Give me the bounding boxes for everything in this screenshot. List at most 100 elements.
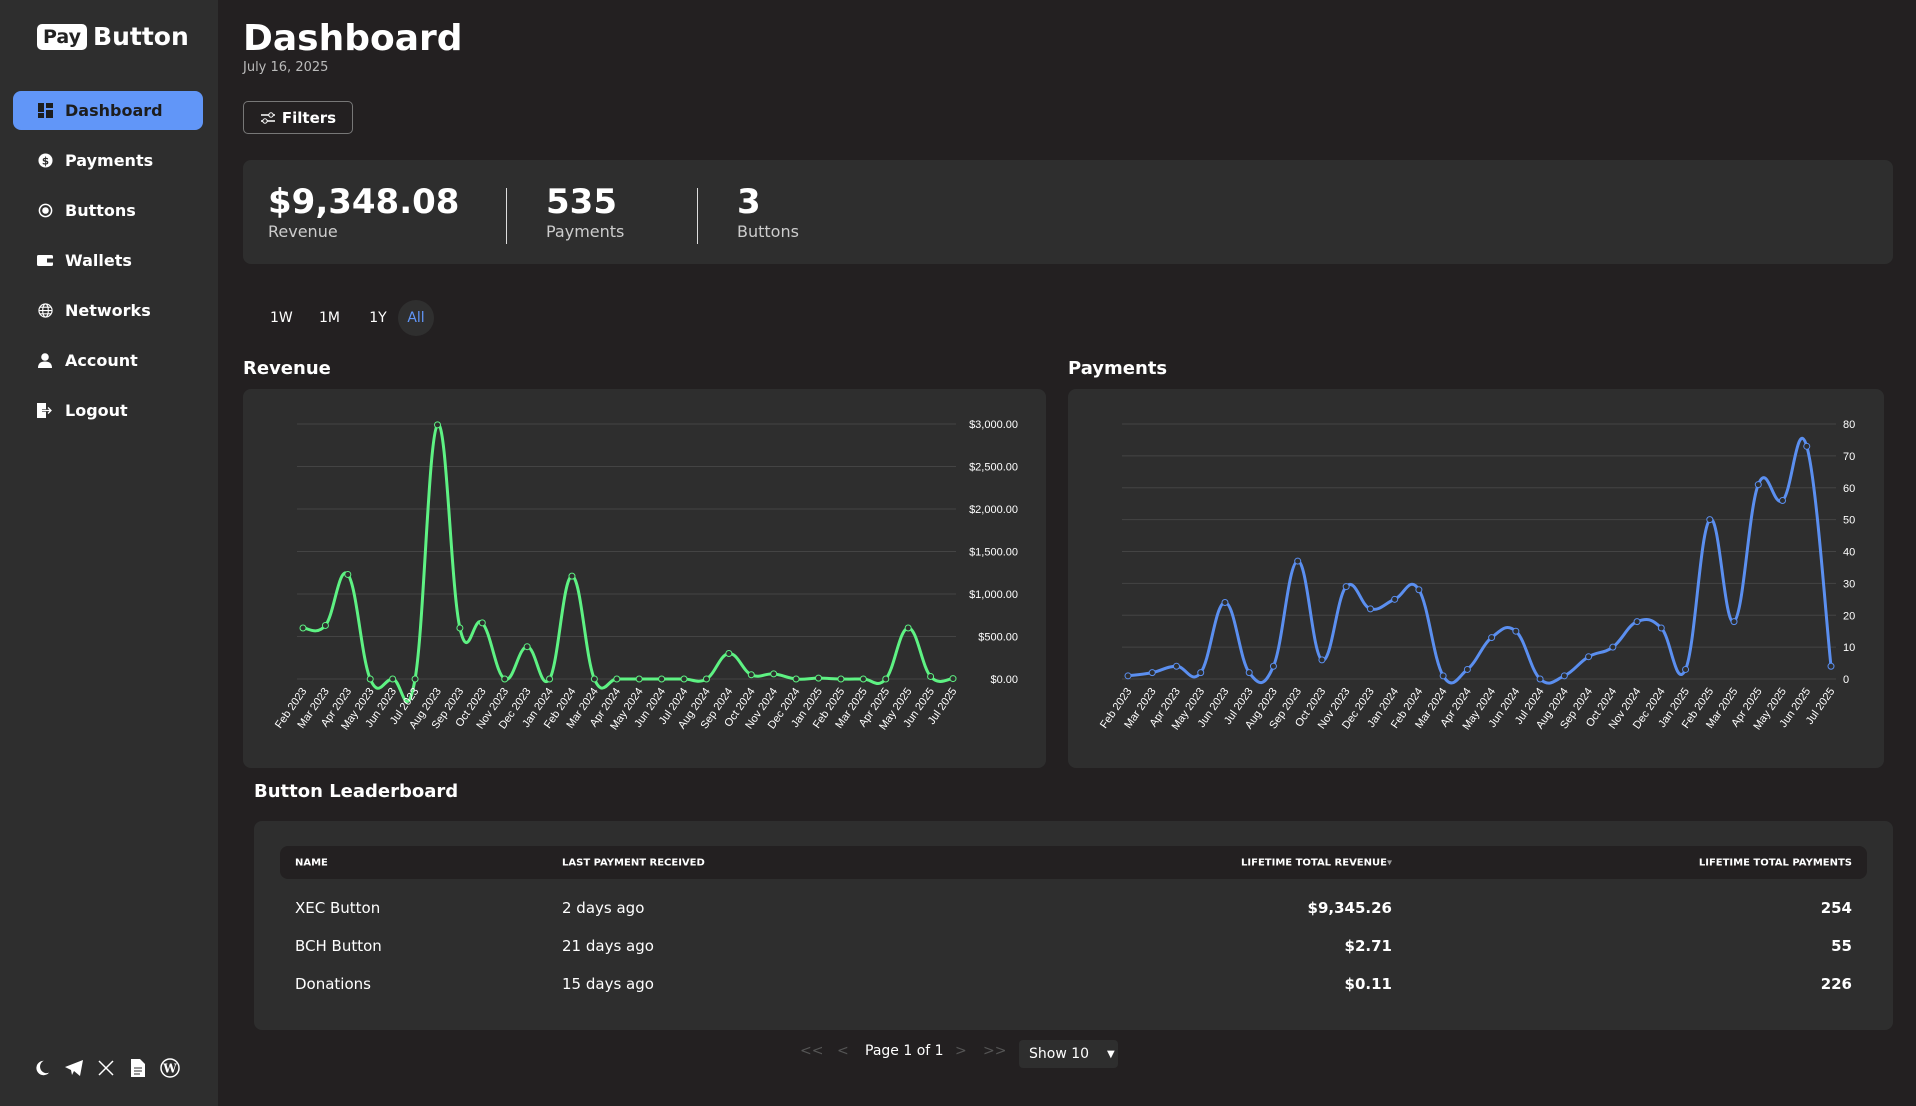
data-point[interactable]	[725, 650, 733, 657]
sidebar-item-networks[interactable]: Networks	[13, 291, 203, 330]
data-point[interactable]	[1730, 618, 1738, 626]
data-point[interactable]	[1512, 627, 1520, 635]
data-point[interactable]	[949, 675, 957, 683]
col-name[interactable]: NAME	[295, 857, 328, 868]
caret-down-icon: ▼	[1107, 1048, 1115, 1060]
sidebar-item-buttons[interactable]: Buttons	[13, 191, 203, 230]
first-page-button[interactable]: <<	[800, 1043, 824, 1059]
data-point[interactable]	[1803, 442, 1811, 450]
data-point[interactable]	[1609, 643, 1617, 651]
data-point[interactable]	[882, 675, 890, 683]
data-point[interactable]	[389, 675, 397, 683]
moon-icon[interactable]	[32, 1058, 52, 1078]
data-point[interactable]	[1269, 662, 1277, 670]
chart-svg: $0.00 $500.00 $1,000.00 $1,500.00 $2,000.00 $…	[273, 419, 1018, 732]
data-point[interactable]	[837, 675, 845, 683]
data-point[interactable]	[433, 421, 441, 429]
col-revenue-label: LIFETIME TOTAL REVENUE	[1241, 857, 1387, 868]
paybutton-logo[interactable]: Pay Button	[37, 22, 189, 51]
prev-page-button[interactable]: <	[837, 1043, 849, 1059]
data-point[interactable]	[568, 572, 576, 580]
data-point[interactable]	[1682, 665, 1690, 673]
data-point[interactable]	[1221, 599, 1229, 606]
range-all-button[interactable]: All	[398, 300, 434, 336]
data-point[interactable]	[770, 670, 778, 678]
col-revenue[interactable]: LIFETIME TOTAL REVENUE▾	[1241, 857, 1392, 868]
data-point[interactable]	[927, 672, 935, 680]
data-point[interactable]	[1463, 665, 1471, 673]
data-point[interactable]	[1124, 672, 1132, 680]
filters-label: Filters	[281, 108, 337, 127]
data-point[interactable]	[501, 675, 509, 683]
data-point[interactable]	[747, 671, 755, 679]
sidebar-item-account[interactable]: Account	[13, 341, 203, 380]
data-point[interactable]	[1148, 669, 1156, 677]
data-point[interactable]	[1172, 662, 1180, 670]
data-point[interactable]	[299, 624, 307, 632]
telegram-icon[interactable]	[64, 1058, 84, 1078]
data-point[interactable]	[859, 675, 867, 683]
data-point[interactable]	[613, 675, 621, 683]
range-1m-button[interactable]: 1M	[319, 310, 340, 326]
data-point[interactable]	[1488, 634, 1496, 642]
data-point[interactable]	[792, 675, 800, 683]
table-row[interactable]: Donations 15 days ago $0.11 226	[280, 969, 1867, 999]
col-payments[interactable]: LIFETIME TOTAL PAYMENTS	[1698, 857, 1852, 868]
data-point[interactable]	[1415, 586, 1423, 594]
data-point[interactable]	[1585, 653, 1593, 661]
data-point[interactable]	[904, 624, 912, 632]
col-last-payment[interactable]: LAST PAYMENT RECEIVED	[562, 857, 705, 868]
data-point[interactable]	[1706, 516, 1714, 524]
data-point[interactable]	[411, 675, 419, 683]
sidebar-item-label: Dashboard	[65, 101, 163, 120]
data-point[interactable]	[680, 675, 688, 683]
data-point[interactable]	[1657, 624, 1665, 632]
sidebar-item-wallets[interactable]: Wallets	[13, 241, 203, 280]
sidebar-item-payments[interactable]: $ Payments	[13, 141, 203, 180]
last-page-button[interactable]: >>	[983, 1043, 1007, 1059]
data-point[interactable]	[1560, 672, 1568, 680]
cell-last-payment: 21 days ago	[562, 937, 654, 955]
data-point[interactable]	[1536, 675, 1544, 683]
page-size-value: Show 10	[1029, 1046, 1090, 1062]
data-point[interactable]	[344, 570, 352, 578]
data-point[interactable]	[1391, 595, 1399, 603]
filters-button[interactable]: Filters	[243, 101, 353, 134]
data-point[interactable]	[1779, 497, 1787, 504]
data-point[interactable]	[815, 674, 823, 682]
data-point[interactable]	[1827, 662, 1835, 670]
next-page-button[interactable]: >	[955, 1043, 967, 1059]
data-point[interactable]	[523, 643, 531, 651]
table-row[interactable]: BCH Button 21 days ago $2.71 55	[280, 931, 1867, 961]
data-point[interactable]	[1342, 583, 1350, 591]
cell-payments: 226	[1820, 975, 1852, 993]
data-point[interactable]	[1318, 656, 1326, 664]
data-point[interactable]	[546, 675, 554, 683]
document-icon[interactable]	[128, 1058, 148, 1078]
range-1y-button[interactable]: 1Y	[369, 310, 387, 326]
data-point[interactable]	[1197, 669, 1205, 677]
data-point[interactable]	[1754, 481, 1762, 489]
data-point[interactable]	[1366, 605, 1374, 613]
sidebar-item-dashboard[interactable]: Dashboard	[13, 91, 203, 130]
sidebar-item-logout[interactable]: Logout	[13, 391, 203, 430]
table-row[interactable]: XEC Button 2 days ago $9,345.26 254	[280, 893, 1867, 923]
x-icon[interactable]	[96, 1058, 116, 1078]
data-point[interactable]	[321, 621, 329, 629]
data-point[interactable]	[456, 624, 464, 632]
payments-chart: 0 10 20 30 40 50 60 70 80 Feb 2023 Mar 2023 Apr 202…	[1068, 389, 1884, 768]
data-point[interactable]	[1633, 618, 1641, 626]
data-point[interactable]	[590, 675, 598, 683]
revenue-chart-title: Revenue	[243, 358, 331, 379]
data-point[interactable]	[1245, 669, 1253, 677]
wordpress-icon[interactable]: W	[160, 1058, 180, 1078]
page-size-select[interactable]: Show 10 ▼	[1019, 1040, 1118, 1068]
data-point[interactable]	[635, 675, 643, 683]
data-point[interactable]	[1294, 557, 1302, 565]
data-point[interactable]	[1439, 672, 1447, 680]
data-point[interactable]	[702, 675, 710, 683]
range-1w-button[interactable]: 1W	[270, 310, 293, 326]
data-point[interactable]	[478, 619, 486, 627]
data-point[interactable]	[658, 675, 666, 683]
data-point[interactable]	[366, 675, 374, 683]
